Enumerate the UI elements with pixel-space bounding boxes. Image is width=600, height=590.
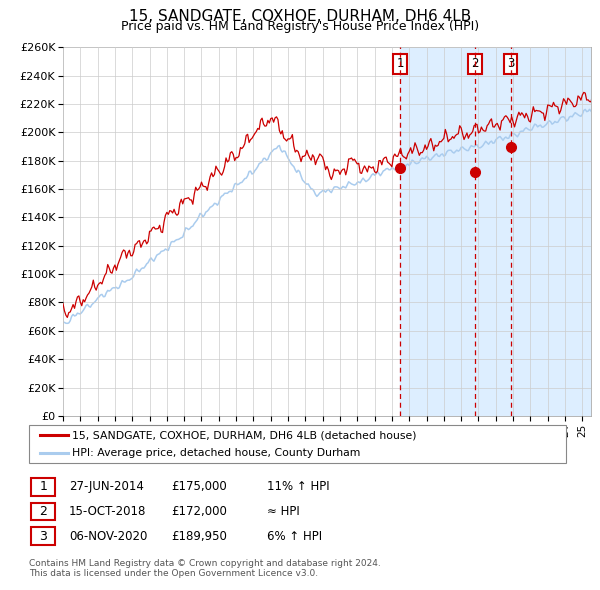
Text: £172,000: £172,000 xyxy=(171,505,227,518)
Text: £189,950: £189,950 xyxy=(171,530,227,543)
Text: Price paid vs. HM Land Registry's House Price Index (HPI): Price paid vs. HM Land Registry's House … xyxy=(121,20,479,33)
Text: HPI: Average price, detached house, County Durham: HPI: Average price, detached house, Coun… xyxy=(72,448,361,458)
Text: 3: 3 xyxy=(507,57,514,70)
Text: 2: 2 xyxy=(471,57,479,70)
Text: This data is licensed under the Open Government Licence v3.0.: This data is licensed under the Open Gov… xyxy=(29,569,318,578)
Bar xyxy=(400,47,591,416)
Text: 2: 2 xyxy=(39,505,47,518)
Text: 1: 1 xyxy=(39,480,47,493)
Text: 06-NOV-2020: 06-NOV-2020 xyxy=(69,530,148,543)
Text: 6% ↑ HPI: 6% ↑ HPI xyxy=(267,530,322,543)
Text: 1: 1 xyxy=(397,57,404,70)
Text: 15-OCT-2018: 15-OCT-2018 xyxy=(69,505,146,518)
Text: Contains HM Land Registry data © Crown copyright and database right 2024.: Contains HM Land Registry data © Crown c… xyxy=(29,559,380,568)
Text: 15, SANDGATE, COXHOE, DURHAM, DH6 4LB (detached house): 15, SANDGATE, COXHOE, DURHAM, DH6 4LB (d… xyxy=(72,430,416,440)
Text: 3: 3 xyxy=(39,530,47,543)
Text: 11% ↑ HPI: 11% ↑ HPI xyxy=(267,480,329,493)
Text: 27-JUN-2014: 27-JUN-2014 xyxy=(69,480,144,493)
Text: 15, SANDGATE, COXHOE, DURHAM, DH6 4LB: 15, SANDGATE, COXHOE, DURHAM, DH6 4LB xyxy=(129,9,471,24)
Text: £175,000: £175,000 xyxy=(171,480,227,493)
Text: ≈ HPI: ≈ HPI xyxy=(267,505,300,518)
